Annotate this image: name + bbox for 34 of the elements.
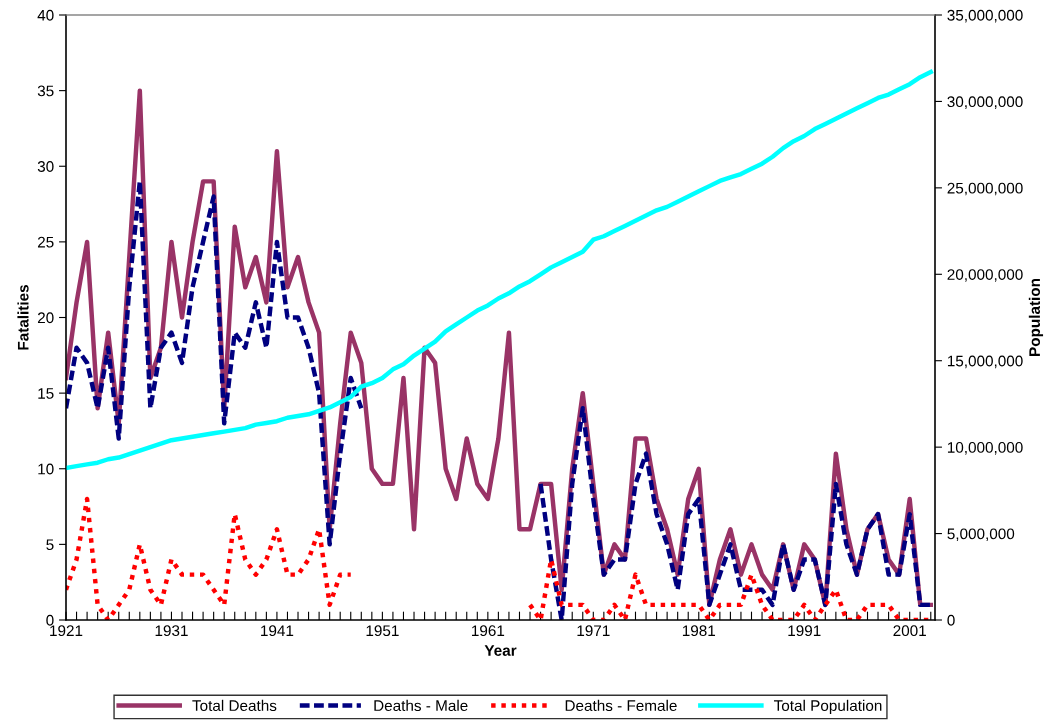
y-tick-label: 20 (37, 312, 54, 324)
y2-tick-label: 35,000,000 (947, 9, 1023, 23)
x-tick-label: 1921 (50, 625, 83, 637)
legend-label: Total Population (773, 699, 882, 715)
x-tick-label: 1941 (261, 625, 294, 637)
legend-label: Deaths - Male (374, 699, 468, 712)
y2-axis-title: Population (1028, 278, 1044, 356)
y-tick-label: 0 (46, 614, 54, 626)
y2-tick-label: 0 (947, 614, 955, 626)
y-tick-label: 5 (46, 539, 54, 551)
y2-tick-label: 25,000,000 (947, 182, 1023, 196)
line-series (66, 69, 933, 471)
y-tick-label: 10 (38, 463, 54, 475)
y2-tick-label: 5,000,000 (947, 528, 1015, 542)
y-axis-title: Fatalities (17, 285, 29, 350)
y-tick-label: 30 (37, 161, 54, 172)
x-tick-label: 1931 (155, 625, 188, 637)
x-tick-label: 1991 (788, 625, 821, 637)
x-tick-label: 1961 (472, 625, 505, 637)
x-tick-label: 1951 (366, 625, 399, 637)
y-tick-label: 40 (37, 9, 54, 21)
y-tick-label: 15 (38, 388, 54, 399)
legend-label: Deaths - Female (565, 699, 677, 712)
y2-tick-label: 20,000,000 (947, 269, 1023, 282)
y-tick-label: 25 (37, 236, 54, 248)
x-tick-label: 2001 (893, 625, 926, 637)
y2-tick-label: 30,000,000 (947, 96, 1023, 109)
y2-tick-label: 15,000,000 (947, 355, 1023, 369)
x-tick-label: 1971 (577, 625, 610, 637)
y-tick-label: 35 (37, 85, 54, 97)
x-axis-title: Year (484, 645, 517, 656)
legend-label: Total Deaths (192, 699, 277, 712)
x-tick-label: 1981 (682, 625, 716, 637)
y2-tick-label: 10,000,000 (947, 442, 1023, 455)
